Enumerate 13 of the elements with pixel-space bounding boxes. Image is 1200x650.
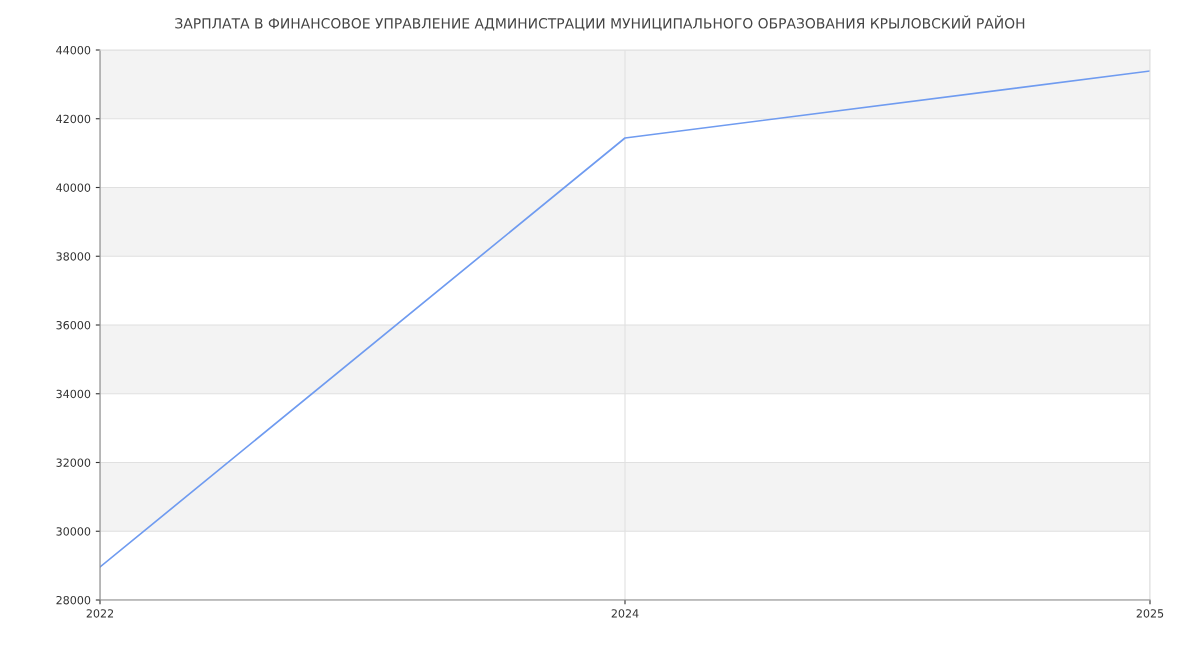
x-tick-label: 2025 [1136, 609, 1164, 618]
y-tick-label: 38000 [56, 252, 91, 261]
y-tick-label: 44000 [56, 45, 91, 55]
y-tick-label: 40000 [56, 183, 91, 192]
x-tick-label: 2022 [86, 609, 114, 618]
y-tick-label: 30000 [56, 527, 91, 536]
y-tick-label: 36000 [56, 320, 91, 330]
x-tick-label: 2024 [611, 609, 639, 618]
chart-title: ЗАРПЛАТА В ФИНАНСОВОЕ УПРАВЛЕНИЕ АДМИНИСТРАЦИИ МУНИЦИПАЛЬНОГО ОБРАЗОВАНИЯ КРЫЛОВСКИЙ РАЙОН [175, 15, 1025, 31]
y-tick-label: 42000 [56, 114, 91, 124]
y-tick-label: 28000 [56, 595, 91, 605]
y-tick-label: 32000 [56, 458, 91, 467]
y-tick-label: 34000 [56, 389, 91, 399]
